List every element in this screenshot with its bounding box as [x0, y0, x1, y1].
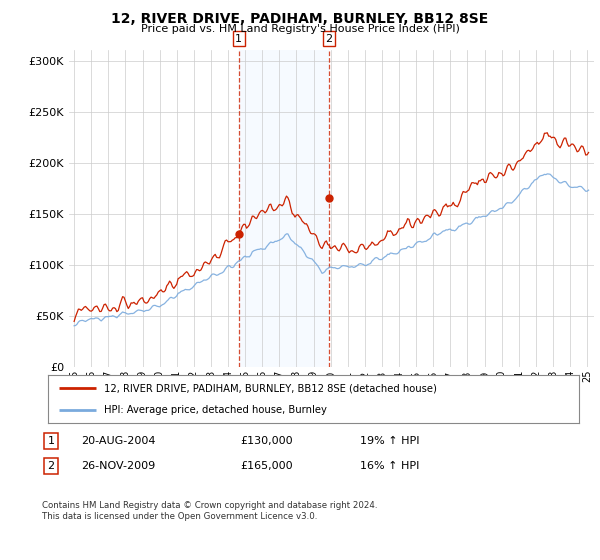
Text: 20-AUG-2004: 20-AUG-2004: [81, 436, 155, 446]
Text: 12, RIVER DRIVE, PADIHAM, BURNLEY, BB12 8SE: 12, RIVER DRIVE, PADIHAM, BURNLEY, BB12 …: [112, 12, 488, 26]
Text: 1: 1: [235, 34, 242, 44]
Text: 26-NOV-2009: 26-NOV-2009: [81, 461, 155, 471]
Text: £130,000: £130,000: [240, 436, 293, 446]
Text: Price paid vs. HM Land Registry's House Price Index (HPI): Price paid vs. HM Land Registry's House …: [140, 24, 460, 34]
Text: £165,000: £165,000: [240, 461, 293, 471]
Text: 12, RIVER DRIVE, PADIHAM, BURNLEY, BB12 8SE (detached house): 12, RIVER DRIVE, PADIHAM, BURNLEY, BB12 …: [104, 383, 437, 393]
Text: 19% ↑ HPI: 19% ↑ HPI: [360, 436, 419, 446]
Bar: [239, 50, 329, 367]
Text: 16% ↑ HPI: 16% ↑ HPI: [360, 461, 419, 471]
Text: 2: 2: [47, 461, 55, 471]
Text: Contains HM Land Registry data © Crown copyright and database right 2024.
This d: Contains HM Land Registry data © Crown c…: [42, 501, 377, 521]
Text: 2: 2: [325, 34, 332, 44]
Text: HPI: Average price, detached house, Burnley: HPI: Average price, detached house, Burn…: [104, 405, 326, 415]
Text: 1: 1: [47, 436, 55, 446]
